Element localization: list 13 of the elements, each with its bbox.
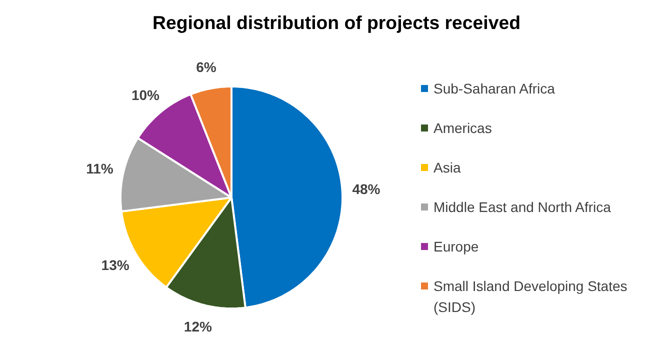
- data-label: 48%: [352, 181, 381, 198]
- legend-label: Small Island Developing States (SIDS): [434, 278, 628, 315]
- legend-label: Sub-Saharan Africa: [434, 80, 556, 96]
- legend-label: Middle East and North Africa: [434, 199, 612, 215]
- legend-label: Americas: [434, 120, 492, 136]
- data-label: 10%: [131, 87, 160, 104]
- legend-label: Asia: [434, 160, 461, 176]
- chart-title: Regional distribution of projects received: [152, 12, 521, 33]
- data-label: 12%: [184, 318, 212, 334]
- data-label: 13%: [101, 257, 130, 274]
- data-label: 6%: [196, 58, 217, 75]
- data-label: 11%: [86, 160, 114, 176]
- legend-label: Europe: [434, 238, 479, 254]
